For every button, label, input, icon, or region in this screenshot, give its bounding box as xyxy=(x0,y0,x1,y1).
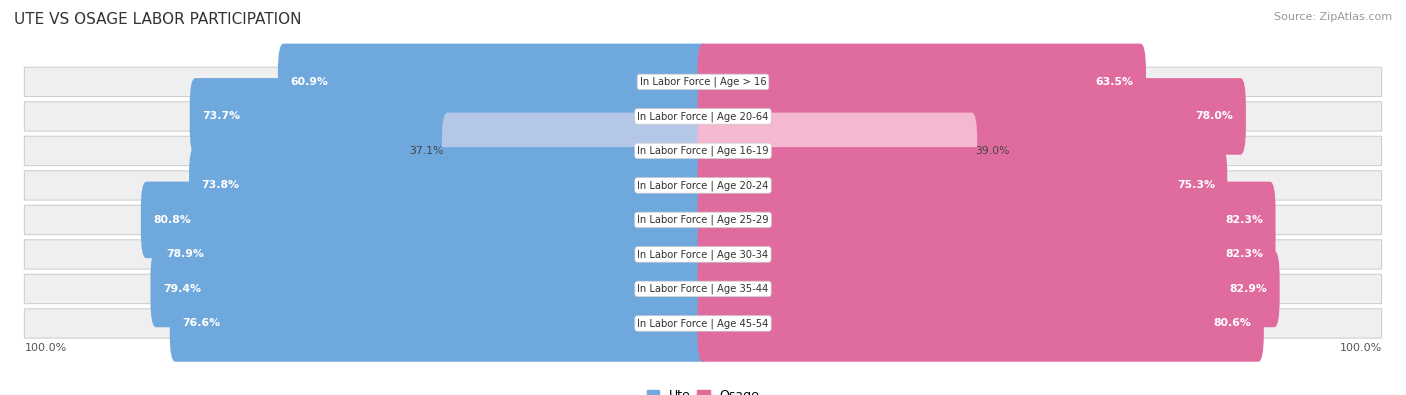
FancyBboxPatch shape xyxy=(24,171,1382,200)
FancyBboxPatch shape xyxy=(24,67,1382,96)
Text: 73.8%: 73.8% xyxy=(201,181,239,190)
Text: 82.9%: 82.9% xyxy=(1229,284,1267,294)
Text: 80.8%: 80.8% xyxy=(153,215,191,225)
Text: 100.0%: 100.0% xyxy=(1340,342,1382,353)
Text: 78.0%: 78.0% xyxy=(1195,111,1233,121)
FancyBboxPatch shape xyxy=(697,285,1264,362)
Text: 80.6%: 80.6% xyxy=(1213,318,1251,329)
FancyBboxPatch shape xyxy=(697,43,1146,120)
Text: In Labor Force | Age > 16: In Labor Force | Age > 16 xyxy=(640,77,766,87)
FancyBboxPatch shape xyxy=(188,147,709,224)
Text: In Labor Force | Age 45-54: In Labor Force | Age 45-54 xyxy=(637,318,769,329)
FancyBboxPatch shape xyxy=(24,205,1382,235)
FancyBboxPatch shape xyxy=(24,274,1382,304)
Text: 73.7%: 73.7% xyxy=(202,111,240,121)
Text: 75.3%: 75.3% xyxy=(1177,181,1215,190)
FancyBboxPatch shape xyxy=(170,285,709,362)
FancyBboxPatch shape xyxy=(24,240,1382,269)
FancyBboxPatch shape xyxy=(441,113,709,189)
FancyBboxPatch shape xyxy=(697,216,1275,293)
Text: 60.9%: 60.9% xyxy=(290,77,328,87)
FancyBboxPatch shape xyxy=(278,43,709,120)
FancyBboxPatch shape xyxy=(24,102,1382,131)
Text: 37.1%: 37.1% xyxy=(409,146,444,156)
Text: In Labor Force | Age 20-24: In Labor Force | Age 20-24 xyxy=(637,180,769,191)
FancyBboxPatch shape xyxy=(150,251,709,327)
Text: In Labor Force | Age 35-44: In Labor Force | Age 35-44 xyxy=(637,284,769,294)
FancyBboxPatch shape xyxy=(697,147,1227,224)
Text: 39.0%: 39.0% xyxy=(976,146,1010,156)
Text: 78.9%: 78.9% xyxy=(166,249,204,260)
Text: 79.4%: 79.4% xyxy=(163,284,201,294)
Text: 82.3%: 82.3% xyxy=(1225,215,1263,225)
Text: In Labor Force | Age 20-64: In Labor Force | Age 20-64 xyxy=(637,111,769,122)
Text: Source: ZipAtlas.com: Source: ZipAtlas.com xyxy=(1274,12,1392,22)
FancyBboxPatch shape xyxy=(697,113,977,189)
FancyBboxPatch shape xyxy=(24,136,1382,166)
Legend: Ute, Osage: Ute, Osage xyxy=(641,384,765,395)
FancyBboxPatch shape xyxy=(697,182,1275,258)
FancyBboxPatch shape xyxy=(24,309,1382,338)
FancyBboxPatch shape xyxy=(153,216,709,293)
FancyBboxPatch shape xyxy=(697,78,1246,155)
FancyBboxPatch shape xyxy=(190,78,709,155)
Text: 76.6%: 76.6% xyxy=(183,318,221,329)
Text: UTE VS OSAGE LABOR PARTICIPATION: UTE VS OSAGE LABOR PARTICIPATION xyxy=(14,12,301,27)
Text: In Labor Force | Age 16-19: In Labor Force | Age 16-19 xyxy=(637,146,769,156)
Text: 63.5%: 63.5% xyxy=(1095,77,1133,87)
FancyBboxPatch shape xyxy=(697,251,1279,327)
Text: 100.0%: 100.0% xyxy=(24,342,66,353)
Text: In Labor Force | Age 30-34: In Labor Force | Age 30-34 xyxy=(637,249,769,260)
Text: 82.3%: 82.3% xyxy=(1225,249,1263,260)
FancyBboxPatch shape xyxy=(141,182,709,258)
Text: In Labor Force | Age 25-29: In Labor Force | Age 25-29 xyxy=(637,214,769,225)
